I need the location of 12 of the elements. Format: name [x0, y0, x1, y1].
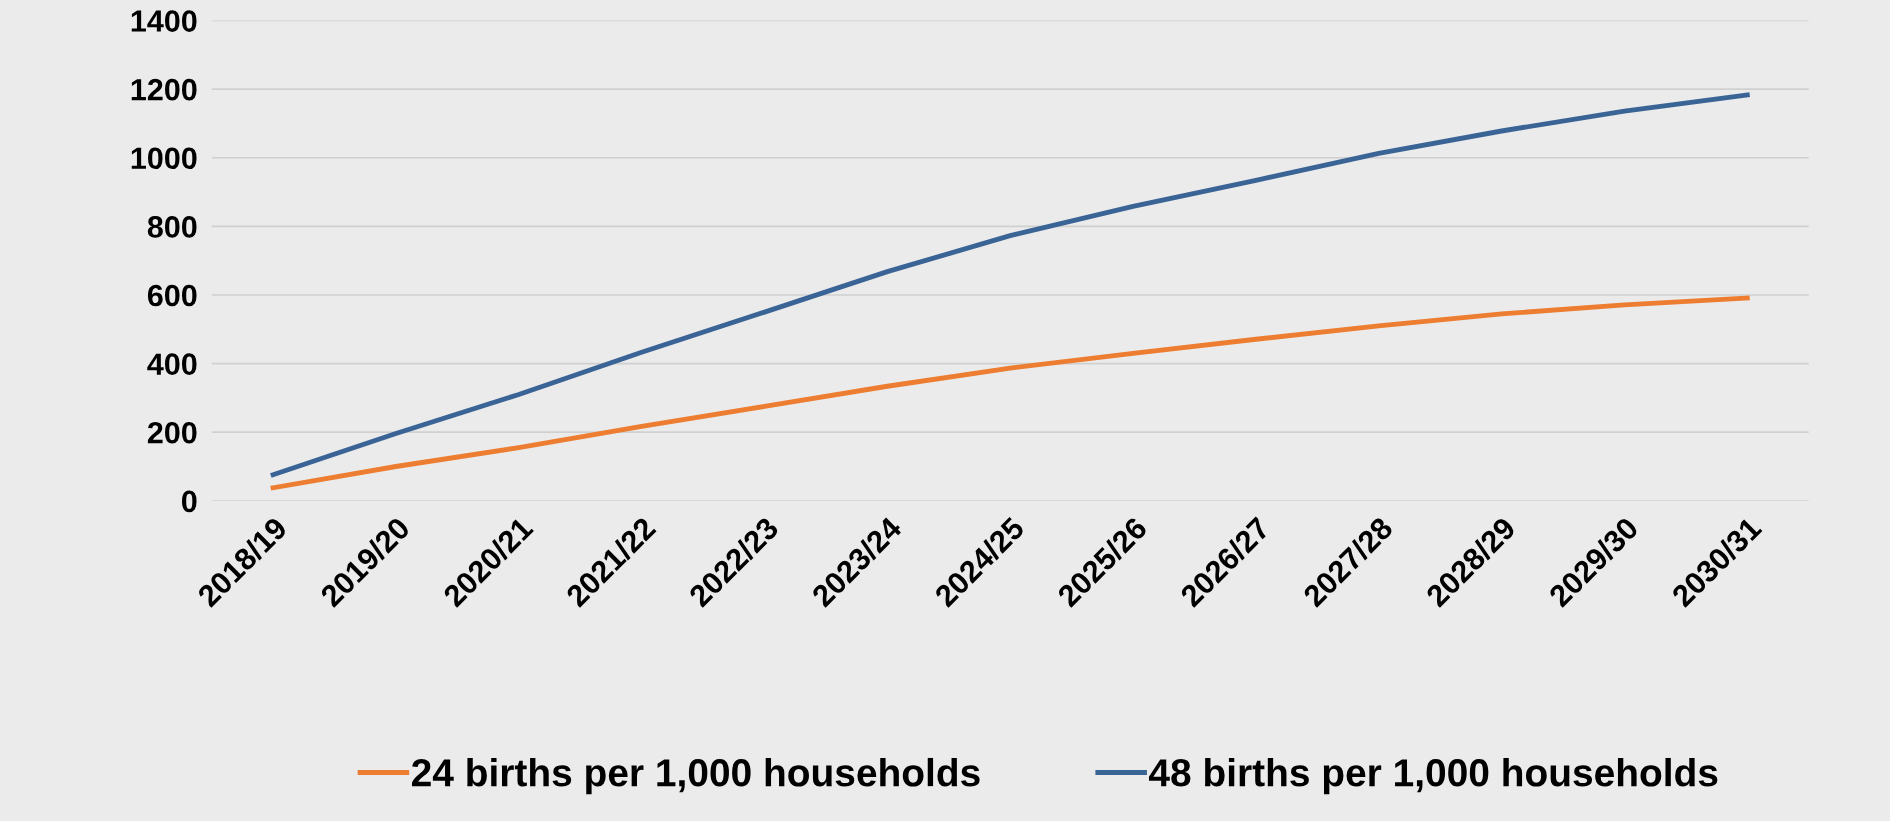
line-series	[270, 295, 1750, 491]
y-tick-label: 1000	[131, 147, 197, 170]
line-series	[270, 92, 1750, 478]
y-tick-label: 0	[182, 490, 197, 513]
legend-label: 48 births per 1,000 households	[1148, 757, 1718, 795]
y-tick-label: 800	[147, 216, 197, 238]
y-tick-label: 200	[147, 421, 197, 444]
y-tick-label: 1400	[131, 10, 197, 32]
y-tick-label: 400	[147, 353, 197, 375]
legend-label: 24 births per 1,000 households	[412, 757, 980, 795]
y-tick-label: 1200	[131, 78, 197, 101]
y-tick-label: 600	[147, 284, 197, 307]
